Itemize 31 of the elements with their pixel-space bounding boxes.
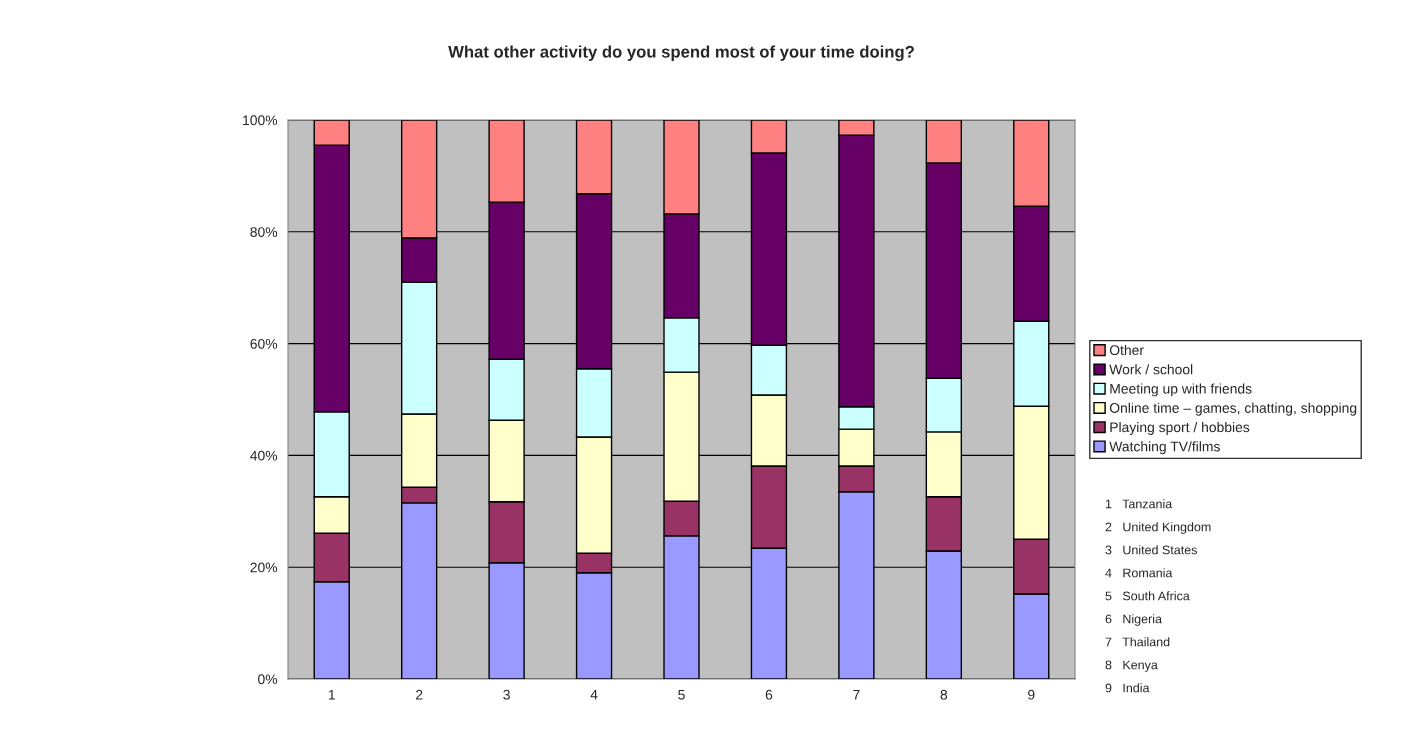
- x-tick-label: 8: [940, 689, 948, 700]
- legend-label: Other: [1109, 344, 1144, 356]
- x-tick-label: 3: [503, 689, 510, 700]
- legend-label: Watching TV/films: [1109, 441, 1220, 455]
- chart-title: What other activity do you spend most of your time doing?: [448, 45, 914, 62]
- text: 1 Tanzania: [1105, 499, 1173, 509]
- y-tick-label: 80%: [250, 227, 278, 237]
- x-tick-label: 6: [765, 689, 773, 700]
- y-tick-label: 20%: [250, 562, 278, 573]
- legend-label: Meeting up with friends: [1110, 383, 1252, 397]
- text: 8 Kenya: [1105, 660, 1158, 672]
- text: 7 Thailand: [1105, 637, 1170, 647]
- x-tick-label: 5: [678, 689, 685, 700]
- text: 3 United States: [1105, 545, 1197, 555]
- text: 5 South Africa: [1105, 591, 1190, 601]
- legend-label: Work / school: [1109, 364, 1193, 375]
- text: 9 India: [1105, 683, 1150, 693]
- legend-label: Online time – games, chatting, shopping: [1109, 402, 1357, 416]
- x-tick-label: 9: [1028, 689, 1035, 700]
- y-tick-label: 0%: [258, 674, 278, 685]
- legend-label: Playing sport / hobbies: [1110, 421, 1250, 435]
- text: 4 Romania: [1105, 568, 1173, 578]
- y-tick-label: 60%: [250, 338, 278, 349]
- x-tick-label: 2: [416, 689, 423, 700]
- text: 6 Nigeria: [1105, 614, 1162, 626]
- y-tick-label: 100%: [243, 115, 278, 126]
- x-tick-label: 4: [590, 689, 598, 700]
- text: 2 United Kingdom: [1105, 522, 1211, 534]
- y-tick-label: 40%: [250, 450, 278, 461]
- x-tick-label: 1: [328, 689, 335, 700]
- x-tick-label: 7: [853, 689, 860, 700]
